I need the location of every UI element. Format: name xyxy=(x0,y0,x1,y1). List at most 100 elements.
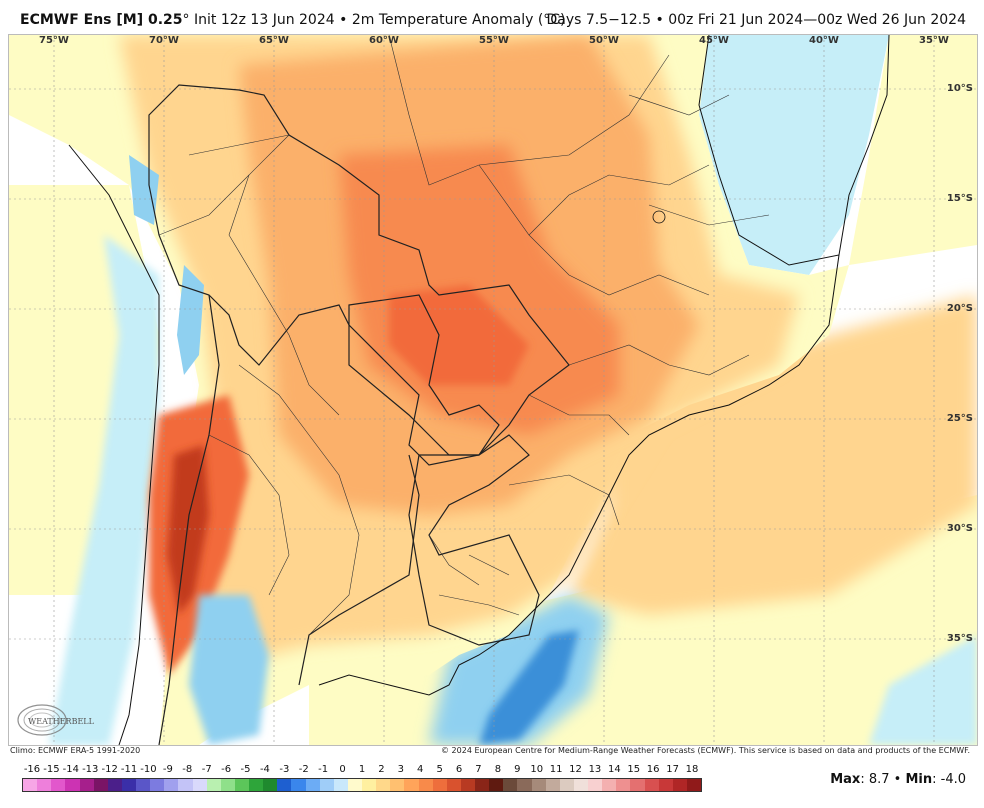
political-borders xyxy=(148,84,570,745)
colorbar-tick-label: 6 xyxy=(455,764,463,775)
colorbar-tick-label: -15 xyxy=(43,764,60,775)
model-name: ECMWF Ens [M] 0.25 xyxy=(20,12,183,28)
colorbar-tick-label: -10 xyxy=(140,764,157,775)
colorbar-swatch xyxy=(418,779,433,791)
andes-cold-patches xyxy=(129,155,204,375)
colorbar-swatch xyxy=(362,779,377,791)
colorbar-swatch xyxy=(192,779,207,791)
lon-label: 70°W xyxy=(149,35,179,46)
colorbar-swatch xyxy=(517,779,532,791)
colorbar-swatch xyxy=(121,779,136,791)
state-borders xyxy=(158,35,770,636)
colorbar-swatch xyxy=(672,779,687,791)
colorbar-tick-label: 15 xyxy=(627,764,641,775)
colorbar-tick-label: 7 xyxy=(475,764,482,775)
lon-label: 35°W xyxy=(919,35,949,46)
colorbar-tick-label: -16 xyxy=(23,764,41,775)
header: ECMWF Ens [M] 0.25° Init 12z 13 Jun 2024… xyxy=(0,0,984,34)
colorbar-swatch xyxy=(573,779,588,791)
lon-label: 60°W xyxy=(369,35,399,46)
colorbar-tick-label: -11 xyxy=(120,764,138,775)
lat-label: 10°S xyxy=(946,83,973,94)
copyright-note: © 2024 European Centre for Medium-Range … xyxy=(441,746,970,755)
colorbar-tick-label: -8 xyxy=(182,764,193,775)
colorbar-swatch xyxy=(531,779,546,791)
colorbar-swatch xyxy=(79,779,94,791)
colorbar-swatch xyxy=(559,779,574,791)
colorbar-swatch xyxy=(319,779,334,791)
colorbar-tick-label: 3 xyxy=(397,764,404,775)
stats-bullet: • xyxy=(889,772,906,787)
lon-label: 40°W xyxy=(809,35,839,46)
colorbar-swatch xyxy=(93,779,108,791)
graticule xyxy=(9,35,977,745)
map-title: ECMWF Ens [M] 0.25° Init 12z 13 Jun 2024… xyxy=(20,12,566,28)
colorbar-tick-label: -9 xyxy=(162,764,173,775)
colorbar-tick-label: -6 xyxy=(221,764,232,775)
logo-text: WEATHERBELL xyxy=(28,717,94,726)
colorbar-swatch xyxy=(588,779,603,791)
colorbar-swatch xyxy=(545,779,560,791)
colorbar-swatch xyxy=(277,779,292,791)
colorbar-tick-label: -7 xyxy=(201,764,212,775)
colorbar-swatch xyxy=(333,779,348,791)
colorbar-swatch xyxy=(37,779,52,791)
colorbar-tick-label: 9 xyxy=(514,764,521,775)
colorbar-swatch xyxy=(136,779,151,791)
lon-label: 65°W xyxy=(259,35,289,46)
lat-label: 30°S xyxy=(946,523,973,534)
colorbar-tick-label: 5 xyxy=(436,764,443,775)
colorbar-swatch xyxy=(249,779,264,791)
east-cold-field xyxy=(869,635,977,745)
colorbar-swatch xyxy=(164,779,179,791)
coastline xyxy=(68,35,890,745)
init-time: Init 12z 13 Jun 2024 xyxy=(193,12,335,28)
colorbar-tick-label: 13 xyxy=(588,764,602,775)
variable-name: 2m Temperature Anomaly (°C) xyxy=(351,12,566,28)
colorbar-swatch xyxy=(65,779,80,791)
colorbar-tick-label: 12 xyxy=(569,764,582,775)
colorbar: -16 -15 -14 -13 -12 -11 -10 -9 -8 -7 -6 -5 -4 -3 -2 -1 0… xyxy=(22,764,702,796)
brasilia-district xyxy=(652,210,666,224)
lat-label: 35°S xyxy=(946,633,973,644)
anomaly-map xyxy=(9,35,977,745)
colorbar-tick-label: -1 xyxy=(318,764,329,775)
colorbar-tick-label: 18 xyxy=(685,764,699,775)
colorbar-swatch xyxy=(475,779,490,791)
colorbar-swatch xyxy=(489,779,504,791)
colorbar-swatch xyxy=(51,779,66,791)
colorbar-swatch xyxy=(432,779,447,791)
degree-mark: ° xyxy=(182,12,190,28)
lon-label: 75°W xyxy=(39,35,69,46)
colorbar-tick-label: 0 xyxy=(339,764,346,775)
colorbar-tick-label: 2 xyxy=(378,764,385,775)
northeast-coast-neutral xyxy=(849,35,977,265)
title-bullet: • xyxy=(339,12,348,28)
atlantic-cold-core xyxy=(479,630,579,745)
colorbar-swatch xyxy=(616,779,631,791)
colorbar-tick-label: -2 xyxy=(298,764,309,775)
map-panel[interactable]: 75°W 70°W 65°W 60°W 55°W 50°W 45°W 40°W … xyxy=(8,34,978,746)
pacific-cold-field xyxy=(49,235,159,745)
valid-period: Days 7.5−12.5 • 00z Fri 21 Jun 2024—00z … xyxy=(546,12,966,28)
colorbar-tick-label: -12 xyxy=(101,764,118,775)
colorbar-swatch xyxy=(206,779,221,791)
lat-label: 15°S xyxy=(946,193,973,204)
lat-label: 20°S xyxy=(946,303,973,314)
colorbar-tick-label: -14 xyxy=(62,764,79,775)
colorbar-tick-label: -4 xyxy=(259,764,270,775)
northeast-brazil-cold xyxy=(699,35,889,275)
min-label: Min xyxy=(905,772,933,787)
colorbar-swatch xyxy=(23,779,38,791)
colorbar-swatch xyxy=(446,779,461,791)
max-min-stats: Max: 8.7 • Min: -4.0 xyxy=(830,772,966,787)
colorbar-swatch xyxy=(503,779,518,791)
colorbar-swatch xyxy=(602,779,617,791)
colorbar-swatch xyxy=(644,779,659,791)
lon-label: 55°W xyxy=(479,35,509,46)
colorbar-swatch xyxy=(220,779,235,791)
andes-hot-core xyxy=(167,445,209,615)
colorbar-swatch xyxy=(630,779,645,791)
weatherbell-logo: WEATHERBELL xyxy=(17,704,94,736)
colorbar-tick-label: 1 xyxy=(358,764,366,775)
